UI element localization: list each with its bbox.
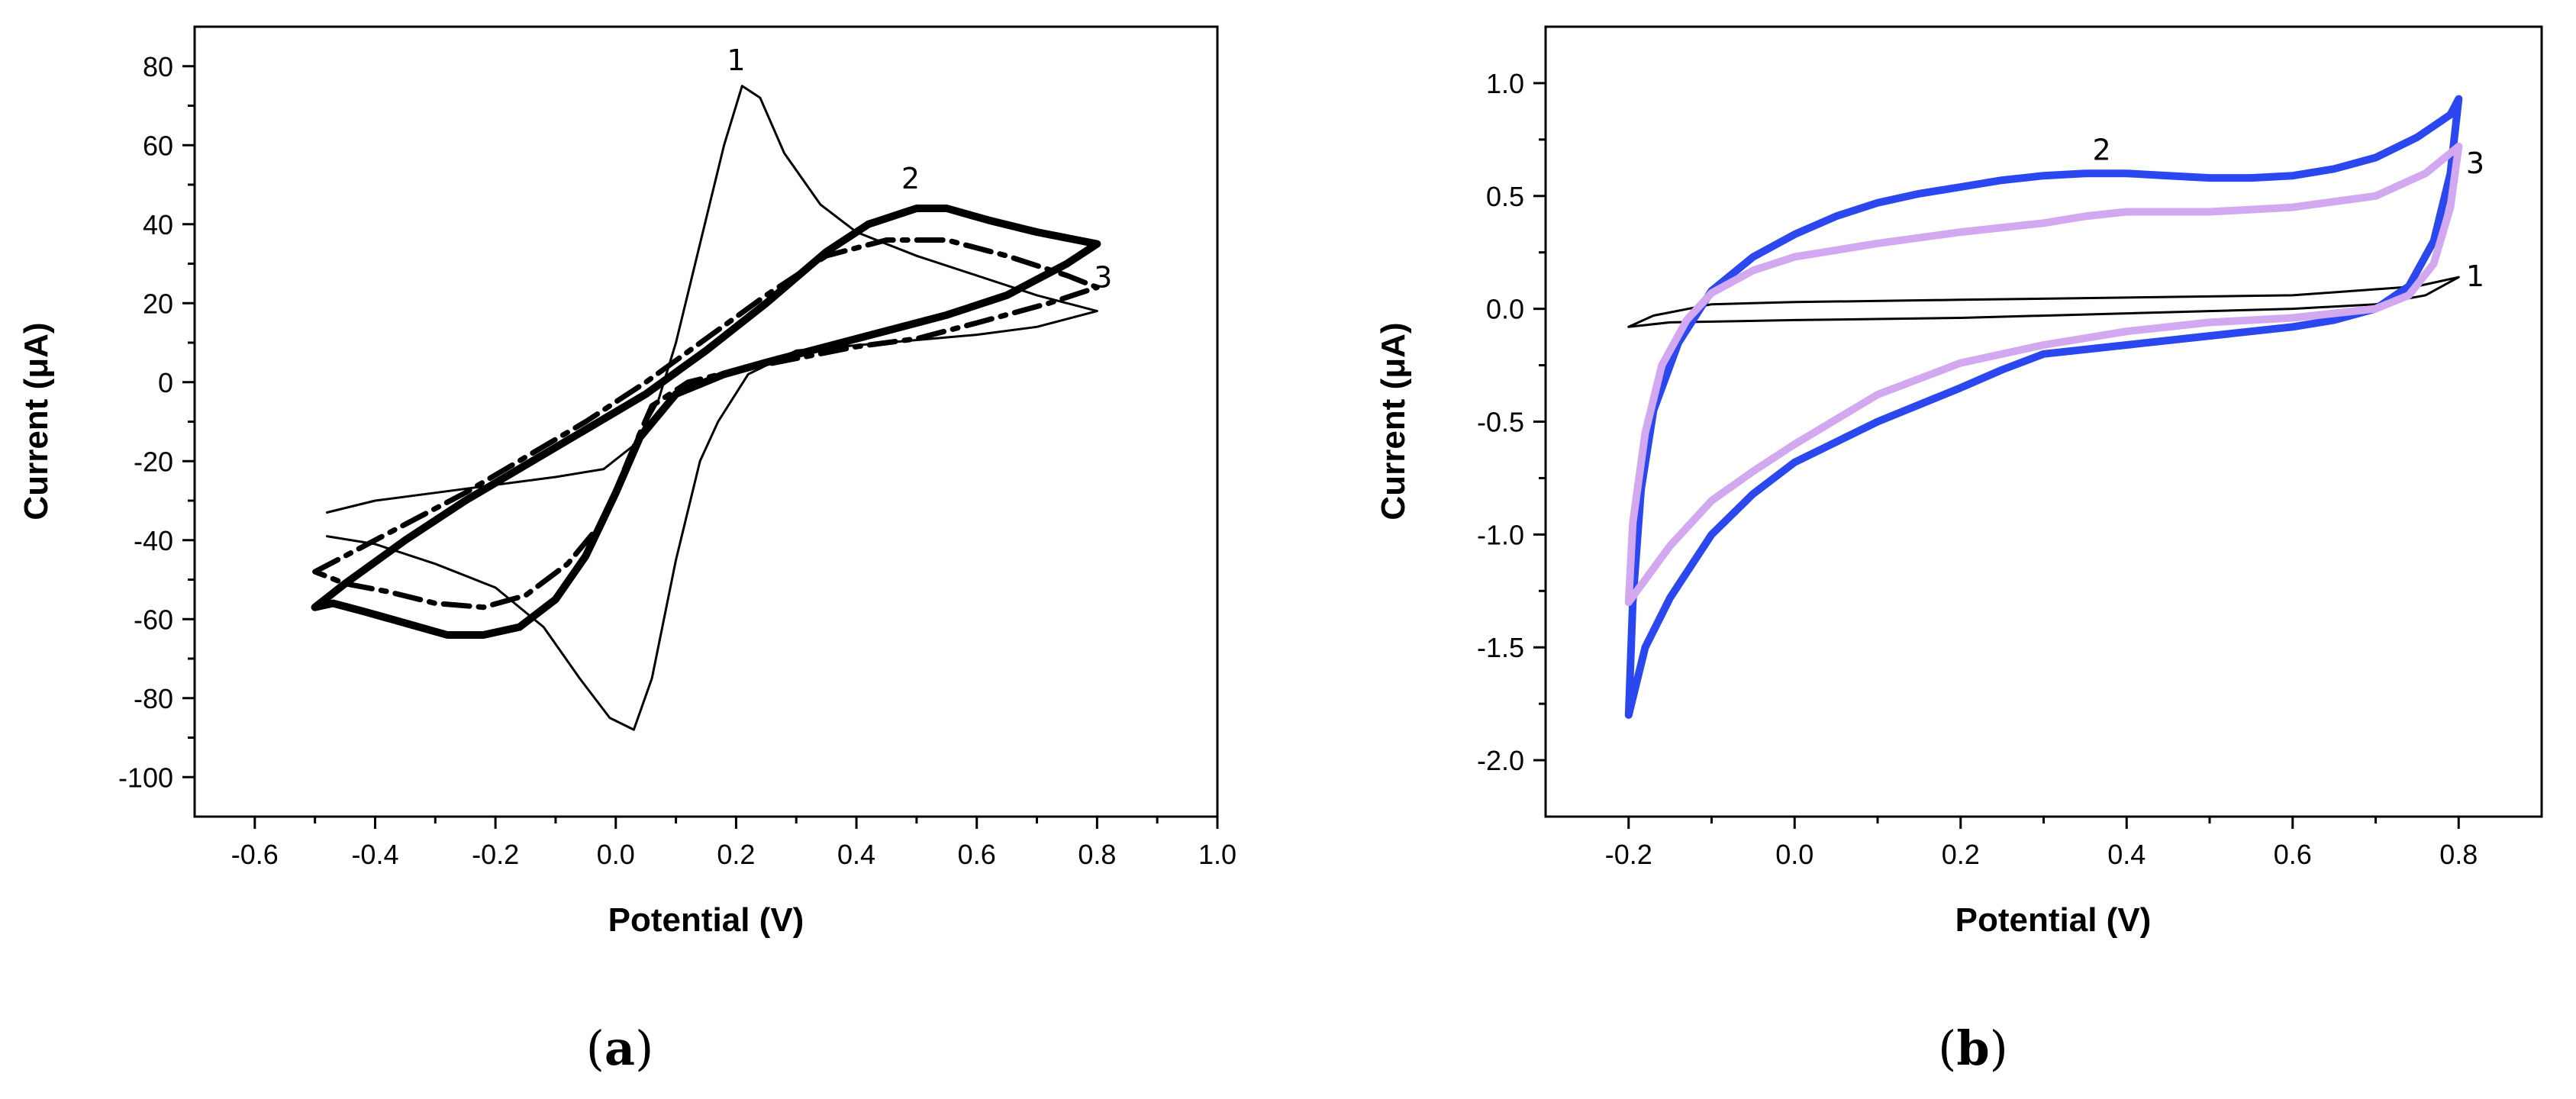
chart-b-x-axis-title: Potential (V) <box>1955 901 2152 939</box>
chart-a-y-tick-label: 40 <box>143 209 173 240</box>
chart-b-panel-label: (b) <box>1938 1020 2008 1076</box>
chart-a-y-tick-label: 0 <box>158 367 173 398</box>
chart-a-x-axis-title: Potential (V) <box>608 901 804 939</box>
chart-a-x-tick-label: 0.4 <box>837 839 875 870</box>
chart-b-series-3-line <box>1624 142 2463 607</box>
chart-a-x-tick-label: 0.2 <box>717 839 755 870</box>
chart-a-series-2-line <box>311 205 1101 639</box>
chart-b-x-tick-label: 0.2 <box>1942 839 1980 870</box>
chart-a-series-3-line <box>312 237 1100 611</box>
chart-a-x-tick-label: 0.0 <box>597 839 635 870</box>
chart-a-y-axis-title: Current (μA) <box>18 322 55 520</box>
chart-a-ticks: -0.6 -0.4 -0.2 0.0 0.2 0.4 0.6 0.8 1.0 -100 -80 -60… <box>118 51 1236 870</box>
chart-a-y-tick-label: -100 <box>118 762 173 793</box>
chart-a-x-tick-label: 0.6 <box>958 839 996 870</box>
chart-b-y-tick-label: -1.0 <box>1477 519 1524 550</box>
chart-b-y-tick-label: -0.5 <box>1477 407 1524 438</box>
chart-b-ticks: -0.2 0.0 0.2 0.4 0.6 0.8 -2.0 -1.5 -1.0 -0.5 0.0 0.… <box>1477 68 2478 870</box>
chart-a-series-3-label: 3 <box>1094 261 1112 295</box>
chart-a-x-tick-label: 1.0 <box>1198 839 1236 870</box>
chart-b-series-3-label: 3 <box>2466 147 2484 180</box>
chart-a-panel-label: (a) <box>586 1020 654 1076</box>
chart-a-y-tick-label: 60 <box>143 130 173 161</box>
chart-b-series-1-line <box>1627 276 2460 328</box>
chart-a-y-tick-label: 80 <box>143 51 173 82</box>
chart-a-series-1-label: 1 <box>727 44 745 77</box>
chart-b-x-tick-label: 0.6 <box>2274 839 2312 870</box>
chart-a-y-tick-label: -20 <box>134 446 173 477</box>
chart-a-series: 1 2 3 <box>311 44 1112 731</box>
chart-b-x-tick-label: 0.0 <box>1775 839 1814 870</box>
chart-a-series-2-label: 2 <box>901 162 920 195</box>
chart-b-series-2-line <box>1624 95 2463 719</box>
chart-b-y-tick-label: -2.0 <box>1477 745 1524 776</box>
chart-b-x-tick-label: 0.8 <box>2439 839 2478 870</box>
chart-a-x-tick-label: -0.2 <box>472 839 519 870</box>
chart-b-y-tick-label: 0.0 <box>1486 294 1524 325</box>
chart-a-x-tick-label: 0.8 <box>1078 839 1116 870</box>
chart-b-series: 1 2 3 <box>1624 95 2484 719</box>
chart-a-y-tick-label: -40 <box>134 525 173 556</box>
chart-a-x-tick-label: -0.4 <box>351 839 398 870</box>
chart-b-y-tick-label: 1.0 <box>1486 68 1524 99</box>
chart-a-x-tick-label: -0.6 <box>231 839 279 870</box>
chart-a-y-tick-label: 20 <box>143 288 173 319</box>
chart-b-series-2-label: 2 <box>2093 133 2111 166</box>
chart-a: -0.6 -0.4 -0.2 0.0 0.2 0.4 0.6 0.8 1.0 -100 -80 -60… <box>18 25 1236 1076</box>
chart-a-y-tick-label: -60 <box>134 604 173 635</box>
chart-b-x-tick-label: -0.2 <box>1605 839 1652 870</box>
chart-b-y-tick-label: -1.5 <box>1477 632 1524 663</box>
chart-b-series-1-label: 1 <box>2466 259 2484 293</box>
chart-b-y-axis-title: Current (μA) <box>1375 322 1412 520</box>
chart-b-y-tick-label: 0.5 <box>1486 181 1524 212</box>
chart-b: -0.2 0.0 0.2 0.4 0.6 0.8 -2.0 -1.5 -1.0 -0.5 0.0 0.… <box>1375 25 2543 1076</box>
chart-b-x-tick-label: 0.4 <box>2107 839 2146 870</box>
chart-a-y-tick-label: -80 <box>134 683 173 714</box>
